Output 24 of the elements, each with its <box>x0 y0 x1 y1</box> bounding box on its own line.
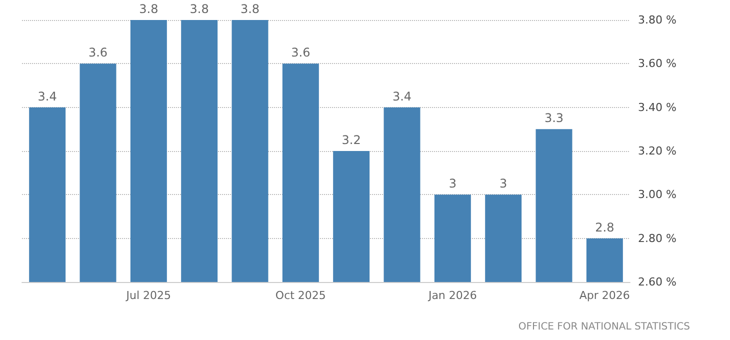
y-tick-label: 3.00 % <box>638 188 676 202</box>
y-tick-label: 2.60 % <box>638 276 676 288</box>
data-label: 3.3 <box>544 111 564 126</box>
y-tick-label: 3.80 % <box>638 14 676 26</box>
x-tick-label: Oct 2025 <box>275 289 326 302</box>
data-label: 3.6 <box>291 46 310 60</box>
data-label: 3.2 <box>342 133 361 147</box>
data-label: 3.4 <box>392 89 412 104</box>
y-tick-label: 2.80 % <box>638 232 676 245</box>
x-tick-label: Jul 2025 <box>125 289 172 302</box>
y-tick-label: 3.60 % <box>638 57 676 70</box>
data-label: 3.4 <box>38 89 57 104</box>
data-label: 3.8 <box>190 2 209 16</box>
data-label: 3.6 <box>88 46 108 60</box>
y-tick-label: 3.40 % <box>638 100 676 114</box>
y-tick-label: 3.20 % <box>638 144 676 158</box>
data-label: 2.8 <box>595 220 614 234</box>
x-tick-label: Jan 2026 <box>427 289 477 302</box>
data-label: 3.8 <box>139 2 158 16</box>
data-label: 3 <box>500 176 508 191</box>
x-tick-label: Apr 2026 <box>579 289 630 302</box>
data-label: 3 <box>448 176 456 191</box>
data-label: 3.8 <box>240 2 260 16</box>
text: OFFICE FOR NATIONAL STATISTICS <box>518 322 690 332</box>
